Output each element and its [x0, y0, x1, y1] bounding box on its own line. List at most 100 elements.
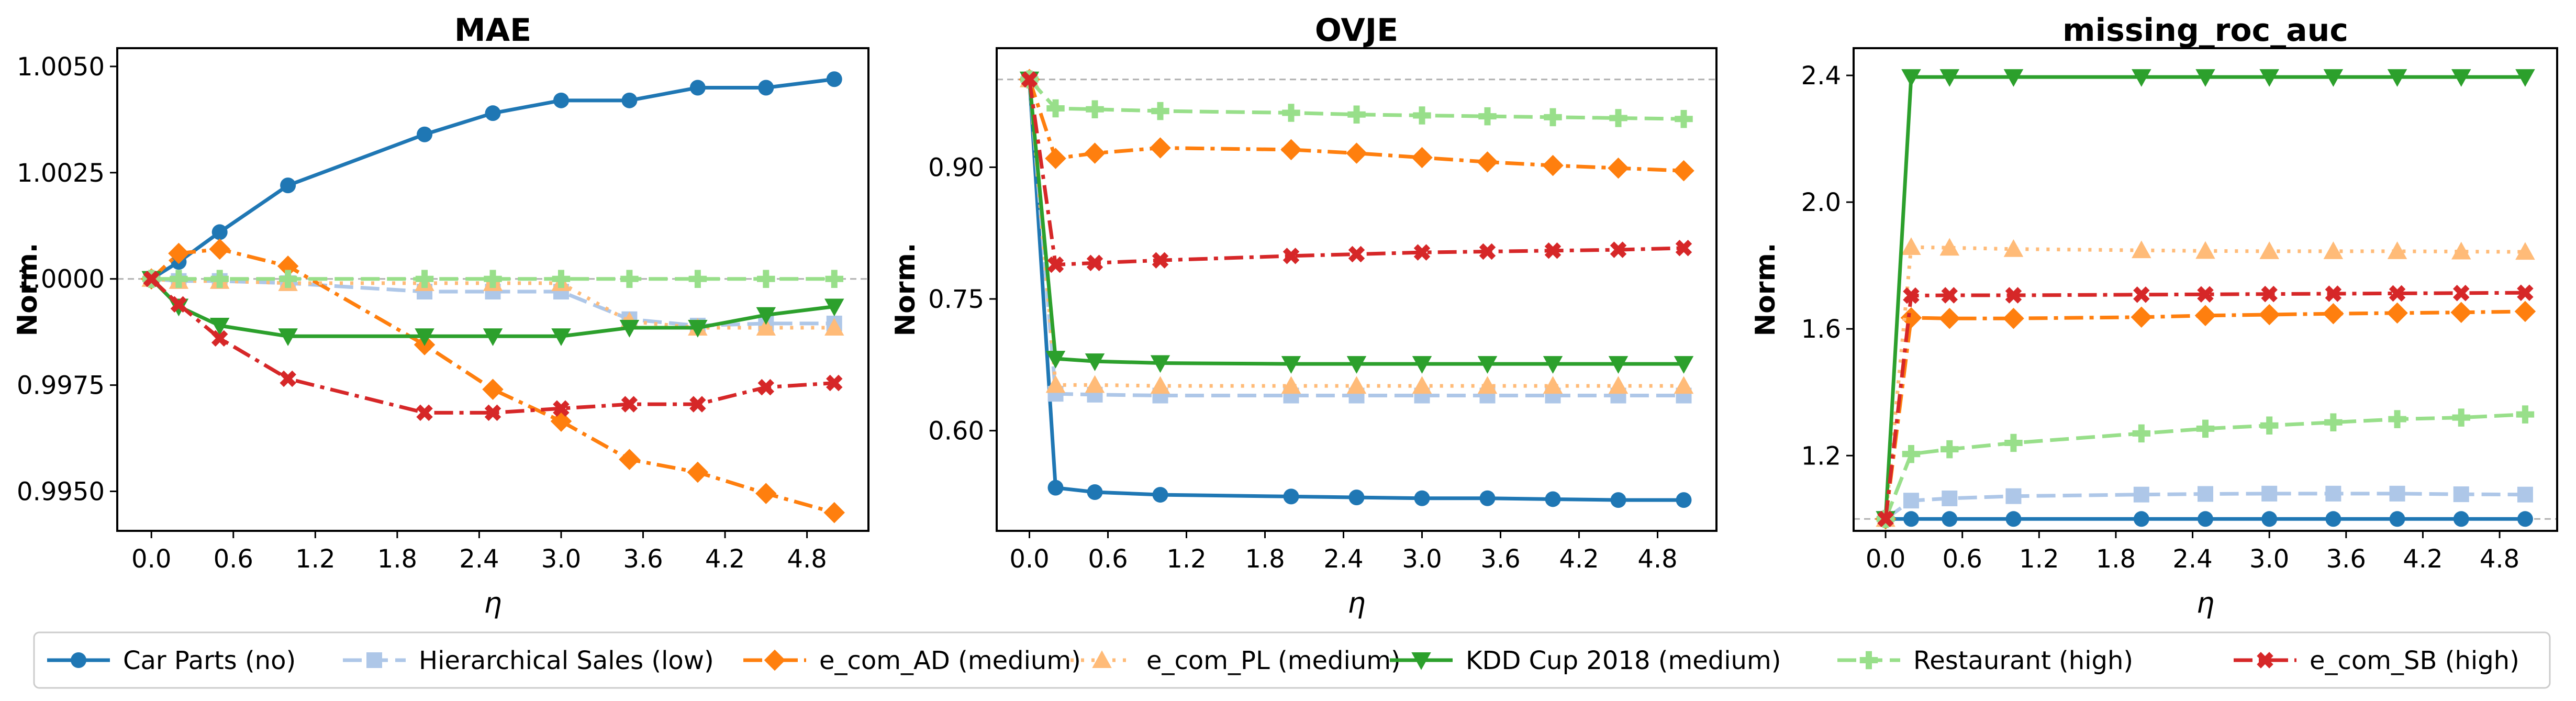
y-axis-label: Norm.	[1750, 243, 1781, 337]
data-point-car_parts	[1152, 487, 1168, 503]
data-point-e_com_pl	[1939, 238, 1960, 256]
data-point-car_parts	[1903, 511, 1919, 527]
data-point-e_com_ad	[209, 238, 230, 260]
data-point-hier_sales	[2517, 486, 2533, 503]
y-tick-label: 0.9975	[17, 371, 105, 400]
series-line-restaurant	[1883, 413, 2526, 520]
data-point-car_parts	[1414, 490, 1430, 506]
x-tick-label: 1.2	[295, 544, 335, 574]
x-tick-label: 4.8	[2480, 544, 2519, 574]
x-tick-label: 4.2	[2403, 544, 2443, 574]
legend-label: Car Parts (no)	[123, 646, 296, 675]
data-point-e_com_sb	[1479, 243, 1496, 260]
x-tick-label: 3.6	[1480, 544, 1520, 574]
x-tick-label: 0.6	[214, 544, 253, 574]
data-point-e_com_sb	[1610, 241, 1627, 258]
data-point-car_parts	[2005, 511, 2022, 527]
legend-marker	[1411, 652, 1431, 670]
data-point-restaurant	[2452, 408, 2470, 427]
data-point-hier_sales	[2261, 485, 2278, 502]
data-point-restaurant	[552, 270, 571, 288]
data-point-restaurant	[1478, 107, 1497, 126]
data-point-hier_sales	[2133, 486, 2149, 503]
data-point-e_com_ad	[1346, 142, 1367, 164]
data-point-kdd	[1150, 355, 1170, 373]
x-tick-label: 4.2	[705, 544, 745, 574]
x-tick-label: 0.0	[1009, 544, 1049, 574]
data-point-car_parts	[2133, 511, 2149, 527]
data-point-car_parts	[2517, 511, 2533, 527]
data-point-e_com_sb	[2005, 287, 2022, 304]
data-point-restaurant	[1347, 105, 1366, 124]
data-point-car_parts	[2325, 511, 2341, 527]
legend-frame	[33, 631, 2551, 689]
data-point-e_com_sb	[170, 296, 187, 313]
data-point-e_com_ad	[1900, 307, 1922, 329]
data-point-kdd	[688, 320, 708, 338]
series-line-restaurant	[1028, 78, 1684, 121]
data-point-restaurant	[825, 270, 844, 288]
data-point-e_com_pl	[1045, 375, 1066, 393]
data-point-restaurant	[170, 270, 188, 288]
data-point-e_com_sb	[416, 404, 433, 421]
data-point-kdd	[2195, 69, 2215, 87]
data-point-kdd	[1412, 356, 1432, 374]
data-point-e_com_ad	[1477, 151, 1498, 173]
data-point-e_com_ad	[482, 379, 504, 400]
data-point-restaurant	[1151, 102, 1169, 120]
data-point-car_parts	[1676, 492, 1692, 508]
data-point-restaurant	[2260, 416, 2279, 435]
data-point-kdd	[2259, 69, 2279, 87]
data-point-car_parts	[689, 80, 706, 96]
data-point-e_com_sb	[2517, 284, 2534, 301]
data-point-restaurant	[620, 270, 639, 288]
chart-title: MAE	[454, 12, 531, 49]
data-point-e_com_pl	[1281, 376, 1301, 394]
y-tick-label: 1.6	[1801, 315, 1841, 344]
data-point-e_com_pl	[2259, 241, 2279, 259]
data-point-e_com_pl	[2387, 241, 2407, 259]
data-point-e_com_sb	[2452, 285, 2470, 302]
data-point-hier_sales	[2005, 488, 2022, 504]
legend-label: Hierarchical Sales (low)	[419, 646, 714, 675]
data-point-restaurant	[1086, 100, 1104, 118]
data-point-e_com_sb	[1544, 242, 1562, 259]
plot-frame	[1853, 47, 2558, 532]
y-tick-label: 1.0025	[17, 159, 105, 188]
data-point-kdd	[551, 328, 571, 347]
data-point-e_com_pl	[1674, 376, 1694, 394]
data-point-kdd	[1608, 356, 1629, 374]
data-point-kdd	[824, 298, 844, 317]
legend-marker	[764, 649, 786, 671]
legend-label: e_com_PL (medium)	[1146, 646, 1401, 675]
data-point-restaurant	[2196, 419, 2215, 438]
data-point-hier_sales	[2198, 486, 2213, 502]
x-tick-label: 0.0	[131, 544, 171, 574]
x-axis-label: η	[484, 586, 501, 619]
series-line-e_com_pl	[1028, 79, 1684, 388]
data-point-restaurant	[1902, 444, 1921, 463]
data-point-e_com_sb	[1413, 244, 1431, 261]
data-point-car_parts	[1942, 511, 1958, 527]
data-point-restaurant	[2388, 410, 2406, 428]
legend-item-hier_sales: Hierarchical Sales (low)	[343, 646, 714, 675]
data-point-kdd	[2451, 69, 2471, 87]
data-point-e_com_pl	[1608, 376, 1629, 394]
y-tick-label: 1.2	[1801, 441, 1841, 471]
data-point-kdd	[2515, 69, 2535, 87]
data-point-restaurant	[1046, 99, 1065, 118]
x-tick-label: 1.8	[377, 544, 417, 574]
data-point-car_parts	[280, 177, 296, 194]
data-point-restaurant	[1413, 106, 1431, 125]
data-point-e_com_sb	[2133, 286, 2150, 303]
x-tick-label: 2.4	[459, 544, 499, 574]
data-point-kdd	[2323, 69, 2344, 87]
data-point-e_com_sb	[1283, 248, 1300, 264]
x-tick-label: 3.0	[1402, 544, 1442, 574]
data-point-kdd	[1045, 351, 1066, 369]
data-point-e_com_sb	[2261, 285, 2278, 303]
data-point-hier_sales	[1903, 493, 1919, 509]
data-point-e_com_ad	[2131, 306, 2153, 328]
data-point-kdd	[1085, 353, 1105, 371]
x-tick-label: 1.8	[2096, 544, 2136, 574]
